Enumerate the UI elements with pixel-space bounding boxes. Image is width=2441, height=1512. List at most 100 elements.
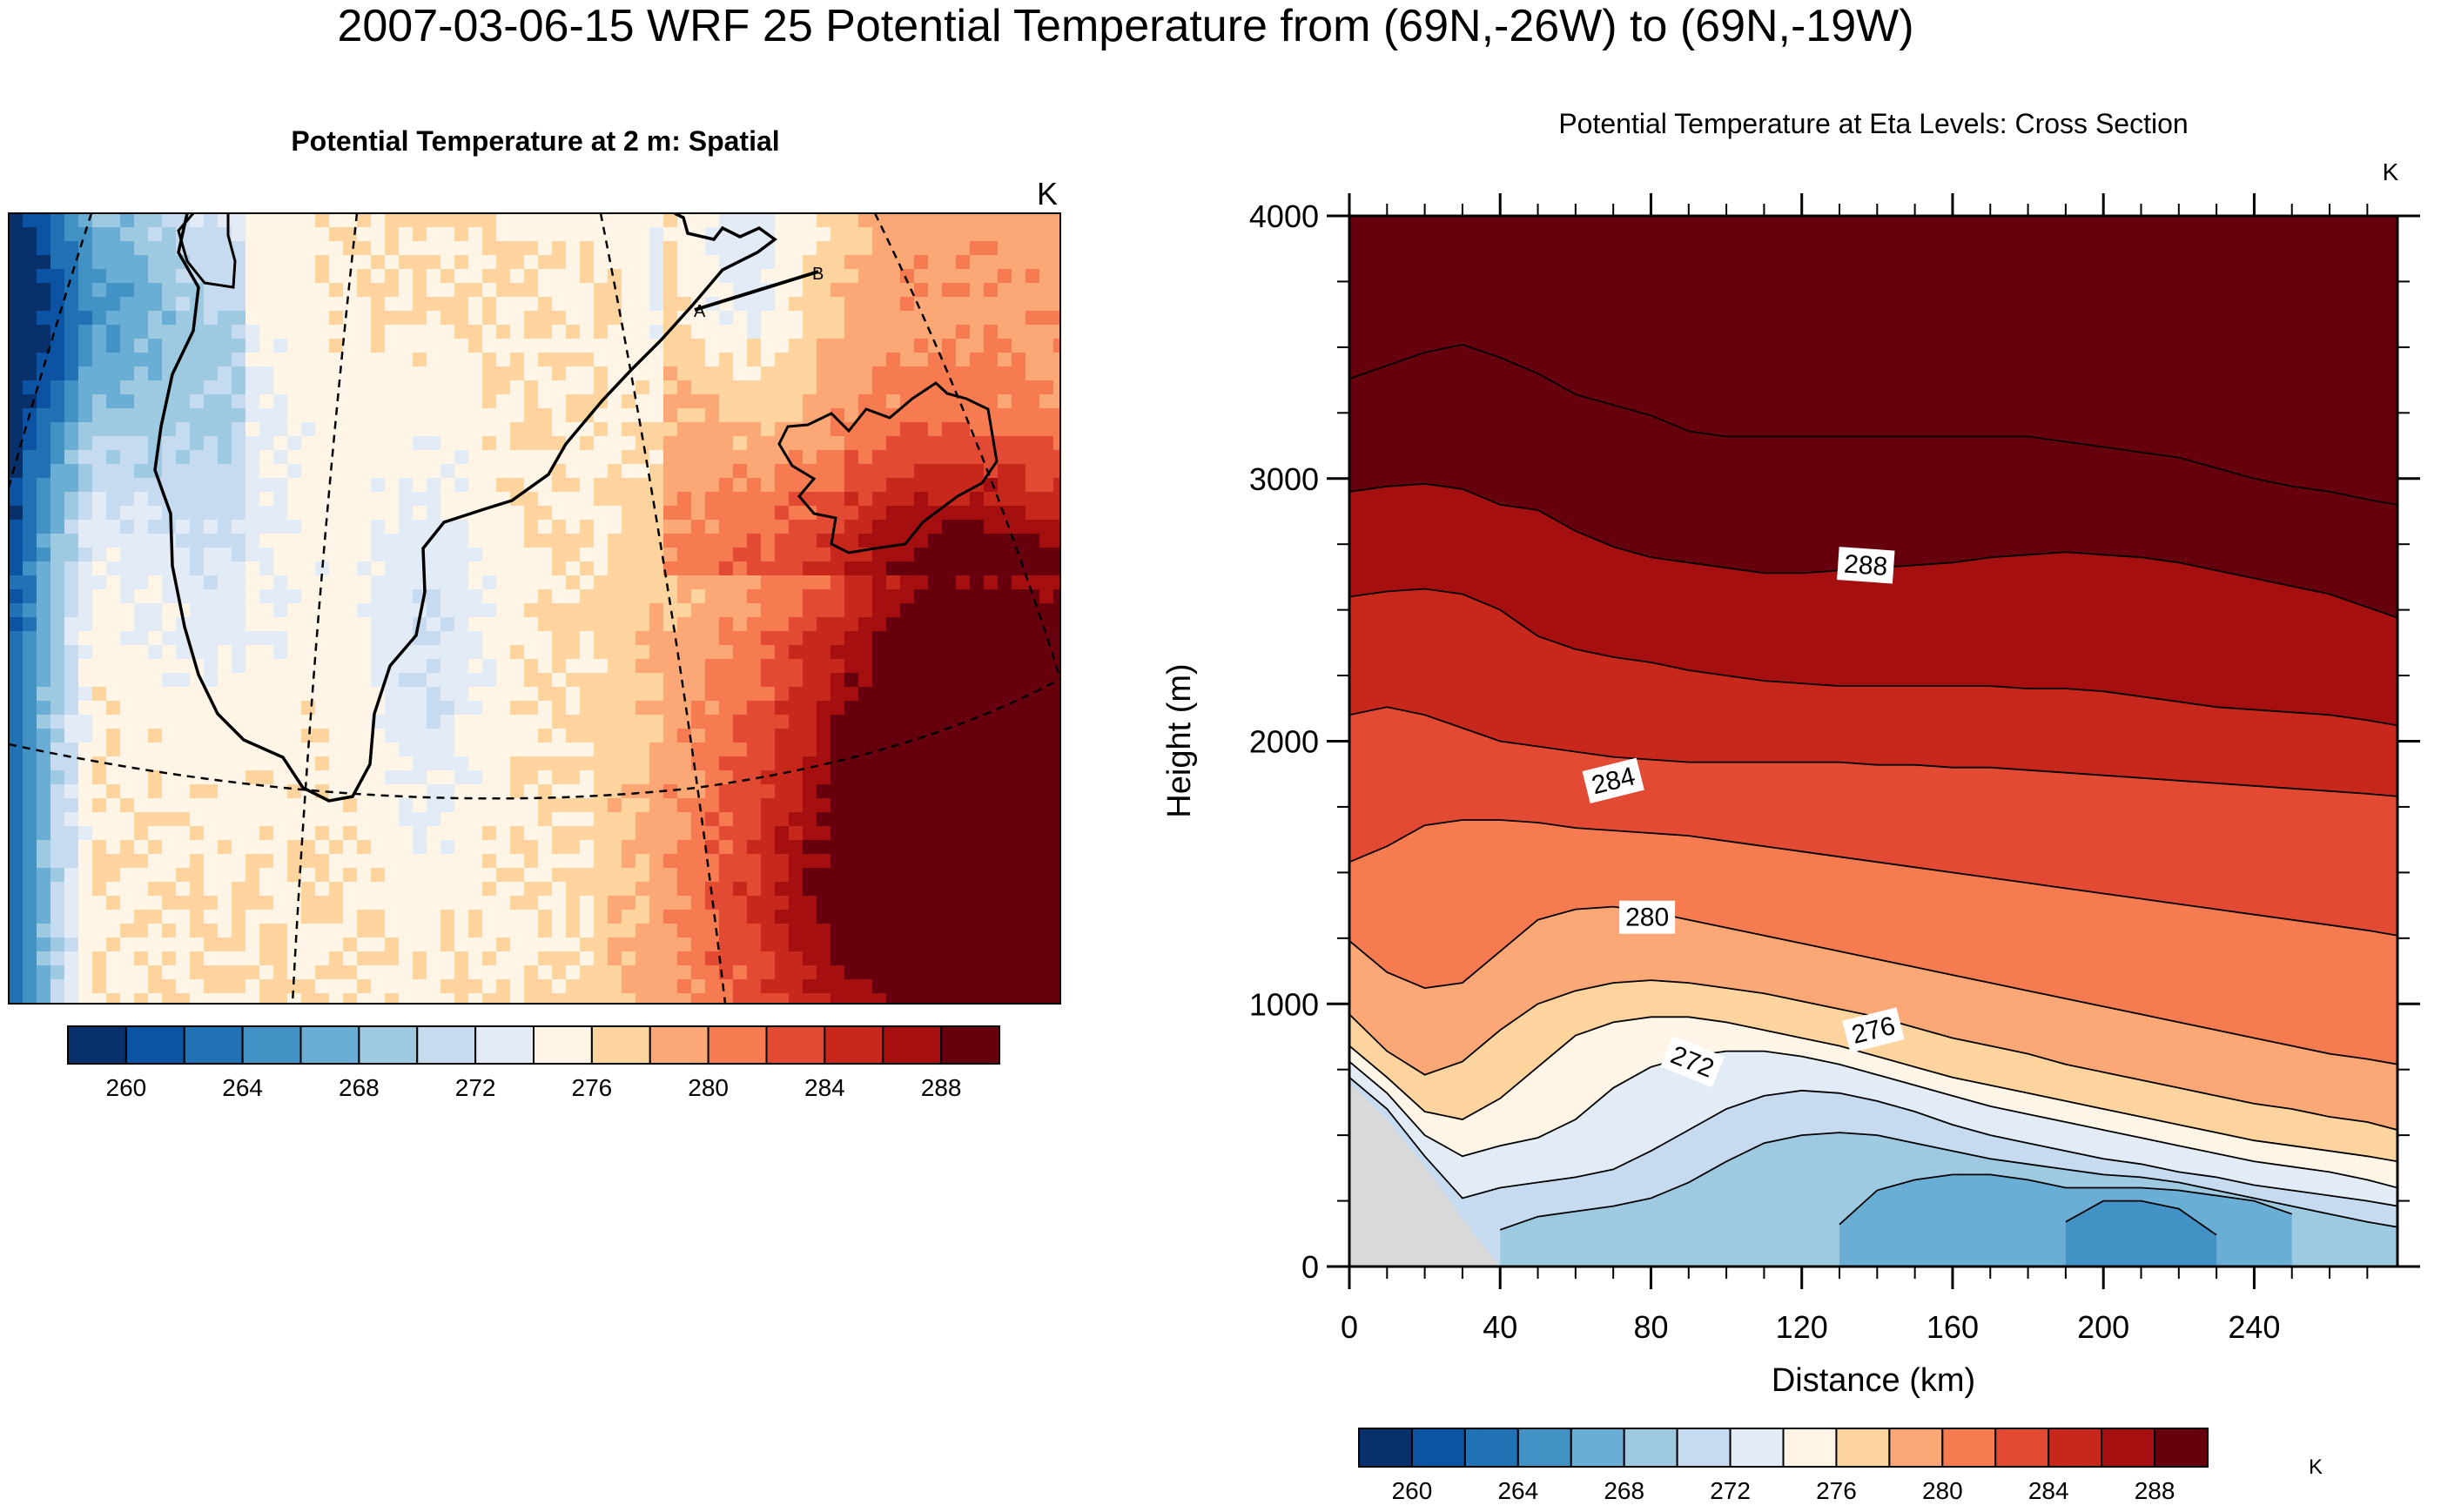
map-cell [622,464,636,479]
map-cell [691,924,706,938]
map-cell [134,770,149,785]
map-cell [649,603,664,618]
map-cell [273,339,288,353]
map-cell [92,325,107,339]
map-cell [1012,227,1026,242]
map-cell [635,422,650,437]
map-cell [329,715,344,729]
map-cell [817,603,831,618]
map-cell [120,422,135,437]
map-cell [1012,937,1026,952]
map-cell [134,882,149,897]
map-cell [705,534,720,548]
map-cell [928,492,943,507]
map-cell [580,743,595,757]
map-cell [343,743,358,757]
map-cell [413,422,427,437]
xs-colorbar-swatch [1358,1428,1413,1468]
map-cell [538,701,553,716]
map-cell [552,617,567,632]
map-cell [218,701,232,716]
map-cell [663,520,678,534]
map-cell [315,937,330,952]
map-cell [914,339,929,353]
map-cell [1053,269,1060,284]
map-cell [1025,603,1040,618]
map-cell [691,840,706,855]
map-cell [594,255,609,270]
map-cell [844,520,859,534]
map-cell [427,756,441,771]
map-cell [789,394,804,409]
map-cell [914,743,929,757]
map-cell [399,339,414,353]
map-cell [273,924,288,938]
map-cell [1039,450,1054,465]
map-cell [705,603,720,618]
map-cell [329,645,344,660]
map-cell [789,339,804,353]
map-cell [789,882,804,897]
map-cell [830,589,845,604]
map-cell [148,896,163,911]
map-cell [1039,548,1054,562]
map-cell [440,283,455,298]
map-cell [580,464,595,479]
map-cell [440,325,455,339]
xs-contour-line [1349,706,2397,797]
map-cell [496,687,511,702]
map-cell [329,325,344,339]
map-cell [942,269,957,284]
map-cell [496,394,511,409]
map-cell [454,325,469,339]
map-cell [803,701,817,716]
map-cell [1039,311,1054,326]
map-cell [371,297,386,312]
map-cell [315,868,330,883]
map-cell [148,339,163,353]
map-colorbar-swatch [416,1025,477,1065]
map-cell [106,993,121,1004]
map-cell [705,213,720,228]
map-cell [677,631,692,646]
map-cell [775,951,790,966]
map-cell [204,339,219,353]
map-cell [1025,687,1040,702]
map-cell [858,924,873,938]
map-cell [510,325,525,339]
map-cell [329,743,344,757]
map-cell [120,603,135,618]
map-cell [1053,325,1060,339]
map-cell [482,826,497,841]
map-cell [928,436,943,451]
map-cell [1025,255,1040,270]
map-cell [1025,366,1040,381]
map-cell [984,227,999,242]
map-cell [176,659,191,674]
map-cell [886,422,901,437]
map-cell [301,561,316,576]
map-cell [552,269,567,284]
map-cell [259,687,274,702]
map-cell [635,339,650,353]
map-cell [1053,548,1060,562]
map-cell [1039,770,1054,785]
map-cell [218,255,232,270]
map-cell [552,979,567,994]
map-cell [78,924,93,938]
map-cell [134,283,149,298]
map-cell [245,478,260,493]
map-cell [1053,366,1060,381]
map-cell [259,617,274,632]
map-cell [245,534,260,548]
map-cell [956,965,971,980]
map-cell [427,380,441,395]
map-cell [134,743,149,757]
map-cell [50,366,65,381]
map-cell [956,255,971,270]
map-cell [120,534,135,548]
map-cell [928,868,943,883]
map-cell [622,868,636,883]
map-cell [594,213,609,228]
map-cell [817,255,831,270]
